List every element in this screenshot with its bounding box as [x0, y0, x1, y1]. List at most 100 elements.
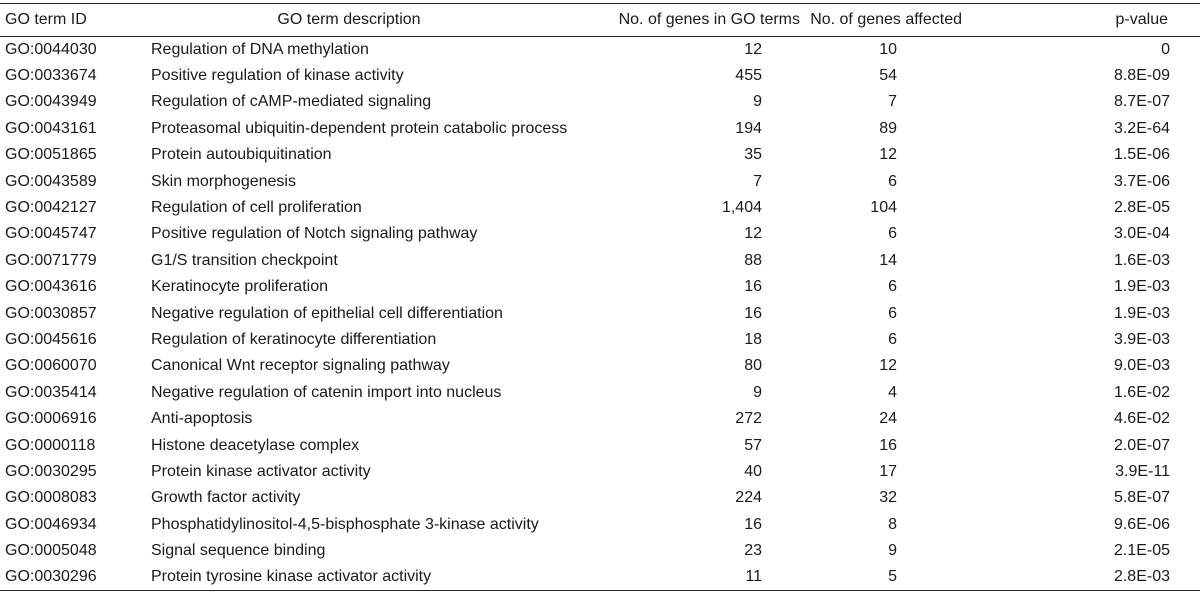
- cell-p-value: 8.8E-09: [1113, 67, 1170, 85]
- cell-go-term-description: Histone deacetylase complex: [151, 436, 360, 454]
- cell-genes-affected: 6: [888, 225, 897, 243]
- cell-go-term-id: GO:0043589: [5, 172, 97, 190]
- cell-genes-in-go-terms: 12: [744, 225, 762, 243]
- cell-genes-in-go-terms: 7: [753, 172, 762, 190]
- table-row: GO:0042127 Regulation of cell proliferati…: [0, 195, 1200, 221]
- cell-go-term-id: GO:0005048: [5, 542, 97, 560]
- cell-go-term-id: GO:0045747: [5, 225, 97, 243]
- table-row: GO:0051865 Protein autoubiquitination 35 12…: [0, 142, 1200, 168]
- cell-genes-affected: 54: [879, 67, 897, 85]
- cell-go-term-id: GO:0071779: [5, 251, 97, 269]
- table-row: GO:0033674 Positive regulation of kinase …: [0, 63, 1200, 89]
- cell-genes-affected: 6: [888, 278, 897, 296]
- cell-p-value: 9.6E-06: [1113, 515, 1170, 533]
- cell-go-term-id: GO:0043616: [5, 278, 97, 296]
- header-genes-in-go-terms: No. of genes in GO terms: [618, 11, 800, 28]
- cell-genes-affected: 6: [888, 172, 897, 190]
- cell-go-term-description: Negative regulation of epithelial cell d…: [151, 304, 503, 322]
- table-body: GO:0044030 Regulation of DNA methylation 1…: [0, 37, 1200, 591]
- cell-genes-in-go-terms: 455: [735, 67, 762, 85]
- cell-go-term-description: Proteasomal ubiquitin-dependent protein …: [151, 119, 568, 137]
- cell-p-value: 1.9E-03: [1113, 278, 1170, 296]
- cell-go-term-id: GO:0043161: [5, 119, 97, 137]
- cell-p-value: 8.7E-07: [1113, 93, 1170, 111]
- cell-genes-affected: 16: [879, 436, 897, 454]
- header-genes-affected: No. of genes affected: [810, 11, 962, 28]
- cell-p-value: 3.9E-11: [1115, 462, 1170, 480]
- cell-p-value: 3.0E-04: [1113, 225, 1170, 243]
- cell-genes-affected: 17: [879, 462, 897, 480]
- cell-genes-in-go-terms: 40: [744, 462, 762, 480]
- cell-go-term-description: Growth factor activity: [151, 489, 301, 507]
- cell-genes-in-go-terms: 272: [735, 410, 762, 428]
- table-row: GO:0045616 Regulation of keratinocyte dif…: [0, 327, 1200, 353]
- cell-p-value: 3.7E-06: [1113, 172, 1170, 190]
- cell-genes-in-go-terms: 1,404: [721, 199, 762, 217]
- cell-genes-in-go-terms: 57: [744, 436, 762, 454]
- cell-go-term-description: Canonical Wnt receptor signaling pathway: [151, 357, 450, 375]
- cell-go-term-description: Regulation of keratinocyte differentiati…: [151, 330, 437, 348]
- cell-genes-affected: 5: [888, 568, 897, 586]
- cell-p-value: 2.0E-07: [1113, 436, 1170, 454]
- cell-go-term-id: GO:0030295: [5, 462, 97, 480]
- cell-genes-affected: 8: [888, 515, 897, 533]
- cell-genes-in-go-terms: 194: [735, 119, 762, 137]
- cell-genes-in-go-terms: 11: [745, 568, 762, 586]
- cell-p-value: 9.0E-03: [1113, 357, 1170, 375]
- cell-genes-in-go-terms: 80: [744, 357, 762, 375]
- cell-go-term-id: GO:0035414: [5, 383, 97, 401]
- cell-go-term-id: GO:0045616: [5, 330, 97, 348]
- cell-genes-in-go-terms: 16: [744, 278, 762, 296]
- cell-go-term-id: GO:0060070: [5, 357, 97, 375]
- cell-genes-in-go-terms: 18: [744, 330, 762, 348]
- cell-go-term-id: GO:0030296: [5, 568, 97, 586]
- cell-p-value: 2.1E-05: [1113, 542, 1170, 560]
- cell-p-value: 3.2E-64: [1113, 119, 1170, 137]
- cell-genes-affected: 7: [888, 93, 897, 111]
- cell-go-term-id: GO:0033674: [5, 67, 97, 85]
- table-row: GO:0000118 Histone deacetylase complex 57 1…: [0, 432, 1200, 458]
- table-row: GO:0030295 Protein kinase activator activ…: [0, 459, 1200, 485]
- cell-genes-in-go-terms: 12: [744, 40, 762, 58]
- cell-go-term-description: Phosphatidylinositol-4,5-bisphosphate 3-…: [151, 515, 539, 533]
- cell-genes-affected: 32: [879, 489, 897, 507]
- cell-go-term-id: GO:0008083: [5, 489, 97, 507]
- table-row: GO:0030296 Protein tyrosine kinase activa…: [0, 564, 1200, 591]
- cell-p-value: 0: [1161, 40, 1170, 58]
- cell-go-term-description: Positive regulation of kinase activity: [151, 67, 404, 85]
- table-row: GO:0043616 Keratinocyte proliferation 16 6 1…: [0, 274, 1200, 300]
- cell-go-term-id: GO:0051865: [5, 146, 97, 164]
- cell-go-term-description: Skin morphogenesis: [151, 172, 296, 190]
- cell-p-value: 1.5E-06: [1113, 146, 1170, 164]
- table-row: GO:0043161 Proteasomal ubiquitin-dependen…: [0, 116, 1200, 142]
- table-row: GO:0035414 Negative regulation of catenin…: [0, 380, 1200, 406]
- table-row: GO:0044030 Regulation of DNA methylation 1…: [0, 37, 1200, 63]
- cell-p-value: 3.9E-03: [1113, 330, 1170, 348]
- cell-go-term-id: GO:0043949: [5, 93, 97, 111]
- header-go-term-id: GO term ID: [5, 11, 87, 28]
- header-go-term-description: GO term description: [277, 11, 421, 28]
- cell-genes-in-go-terms: 23: [744, 542, 762, 560]
- cell-genes-in-go-terms: 35: [744, 146, 762, 164]
- cell-go-term-description: G1/S transition checkpoint: [151, 251, 338, 269]
- cell-p-value: 1.6E-02: [1113, 383, 1170, 401]
- table-row: GO:0045747 Positive regulation of Notch s…: [0, 221, 1200, 247]
- cell-go-term-id: GO:0006916: [5, 410, 97, 428]
- cell-go-term-description: Keratinocyte proliferation: [151, 278, 328, 296]
- cell-genes-affected: 4: [888, 383, 897, 401]
- cell-go-term-description: Positive regulation of Notch signaling p…: [151, 225, 478, 243]
- cell-go-term-id: GO:0042127: [5, 199, 97, 217]
- table-row: GO:0006916 Anti-apoptosis 272 24 4.6E-02: [0, 406, 1200, 432]
- cell-p-value: 5.8E-07: [1113, 489, 1170, 507]
- header-row: GO term ID GO term description No. of ge…: [0, 3, 1200, 37]
- cell-go-term-id: GO:0046934: [5, 515, 97, 533]
- table-row: GO:0005048 Signal sequence binding 23 9 2.1E…: [0, 538, 1200, 564]
- cell-genes-in-go-terms: 88: [744, 251, 762, 269]
- cell-p-value: 2.8E-03: [1113, 568, 1170, 586]
- cell-genes-affected: 12: [879, 146, 897, 164]
- cell-genes-in-go-terms: 9: [753, 383, 762, 401]
- cell-genes-affected: 6: [888, 304, 897, 322]
- cell-go-term-description: Regulation of cAMP-mediated signaling: [151, 93, 432, 111]
- table-row: GO:0046934 Phosphatidylinositol-4,5-bisph…: [0, 512, 1200, 538]
